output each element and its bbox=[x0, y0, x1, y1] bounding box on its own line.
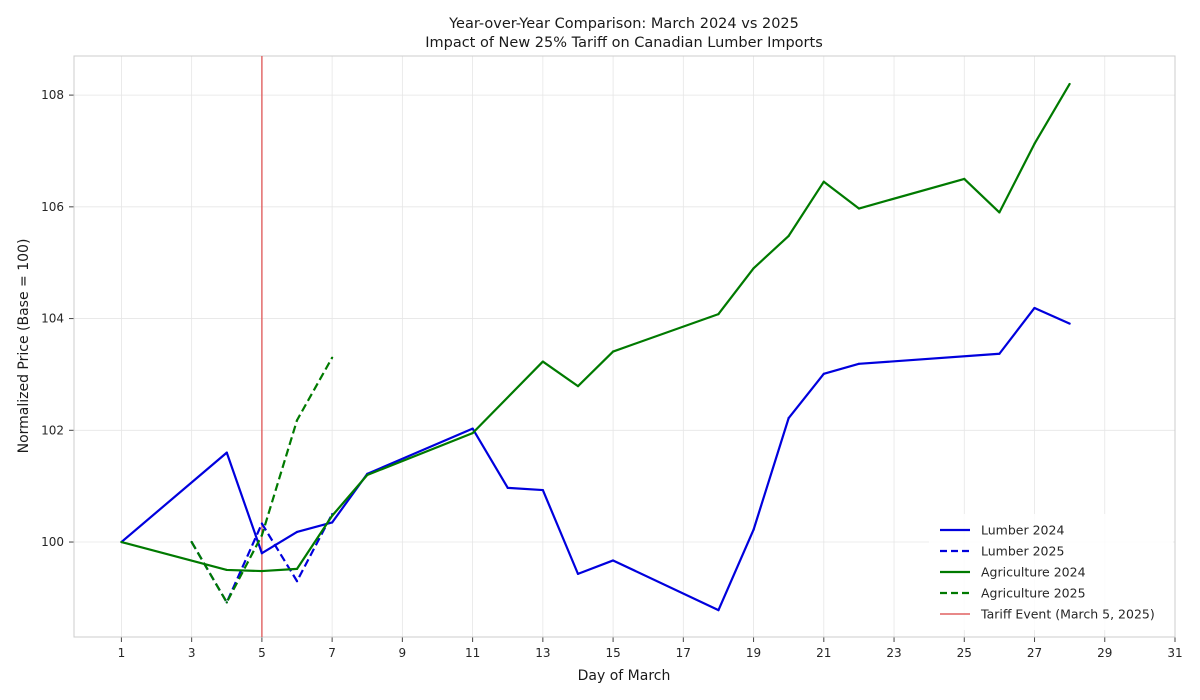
data-point-lumber-2024 bbox=[717, 609, 720, 612]
data-point-agriculture-2024 bbox=[260, 569, 263, 573]
chart-title: Year-over-Year Comparison: March 2024 vs… bbox=[448, 16, 799, 32]
data-point-agriculture-2024 bbox=[1033, 142, 1036, 145]
data-point-lumber-2024 bbox=[225, 451, 228, 454]
data-point-agriculture-2024 bbox=[295, 567, 299, 570]
data-point-lumber-2024 bbox=[331, 521, 334, 524]
y-tick-label: 108 bbox=[41, 88, 64, 102]
data-point-lumber-2024 bbox=[1033, 306, 1036, 310]
legend-label-agriculture-2025: Agriculture 2025 bbox=[981, 586, 1086, 601]
y-axis-label: Normalized Price (Base = 100) bbox=[16, 239, 32, 454]
data-point-agriculture-2025 bbox=[190, 540, 193, 544]
x-tick-label: 17 bbox=[676, 646, 691, 660]
data-point-lumber-2025 bbox=[260, 522, 263, 525]
data-point-agriculture-2024 bbox=[998, 211, 1001, 214]
x-tick-label: 1 bbox=[118, 646, 126, 660]
data-point-agriculture-2024 bbox=[822, 180, 825, 183]
axes-layer: 1 3 5 7 9 11 13 15 17 19 21 23 25 27 29 311001021041061… bbox=[41, 55, 1183, 660]
data-point-lumber-2024 bbox=[857, 362, 861, 365]
x-tick-label: 21 bbox=[816, 646, 831, 660]
data-point-lumber-2024 bbox=[752, 528, 755, 531]
x-tick-label: 9 bbox=[399, 646, 407, 660]
data-point-lumber-2024 bbox=[611, 559, 615, 562]
data-point-agriculture-2025 bbox=[331, 356, 334, 359]
x-tick-label: 15 bbox=[605, 646, 620, 660]
data-point-agriculture-2025 bbox=[260, 534, 263, 537]
data-point-lumber-2024 bbox=[295, 530, 299, 534]
x-tick-label: 11 bbox=[465, 646, 480, 660]
x-tick-label: 27 bbox=[1027, 646, 1042, 660]
data-point-lumber-2024 bbox=[471, 427, 474, 430]
data-point-agriculture-2024 bbox=[963, 177, 966, 181]
data-point-lumber-2024 bbox=[787, 416, 790, 420]
x-tick-label: 31 bbox=[1167, 646, 1182, 660]
data-point-agriculture-2025 bbox=[225, 601, 228, 604]
legend-label-lumber-2024: Lumber 2024 bbox=[981, 523, 1064, 538]
plot-frame bbox=[73, 55, 1176, 638]
data-point-lumber-2024 bbox=[1068, 322, 1071, 325]
data-point-lumber-2025 bbox=[295, 580, 299, 583]
data-point-agriculture-2024 bbox=[717, 312, 720, 316]
series-layer bbox=[120, 82, 1071, 612]
y-tick-label: 102 bbox=[41, 423, 64, 437]
data-point-agriculture-2024 bbox=[541, 360, 544, 363]
data-point-agriculture-2024 bbox=[752, 267, 755, 270]
data-point-lumber-2024 bbox=[506, 486, 509, 489]
x-tick-label: 29 bbox=[1097, 646, 1112, 660]
y-tick-label: 104 bbox=[41, 312, 64, 326]
x-tick-label: 3 bbox=[188, 646, 196, 660]
x-tick-label: 25 bbox=[957, 646, 972, 660]
data-point-lumber-2024 bbox=[822, 372, 825, 375]
x-tick-label: 7 bbox=[328, 646, 336, 660]
x-tick-label: 19 bbox=[746, 646, 761, 660]
titles-layer: Year-over-Year Comparison: March 2024 vs… bbox=[16, 16, 823, 684]
data-point-agriculture-2024 bbox=[1068, 82, 1071, 86]
data-point-agriculture-2024 bbox=[225, 568, 228, 572]
data-point-agriculture-2024 bbox=[471, 431, 474, 435]
legend: Lumber 2024 Lumber 2025 Agriculture 2024 Ag… bbox=[929, 514, 1173, 630]
legend-label-lumber-2025: Lumber 2025 bbox=[981, 544, 1064, 559]
data-point-agriculture-2024 bbox=[576, 385, 580, 388]
x-tick-label: 13 bbox=[535, 646, 550, 660]
x-axis-label: Day of March bbox=[578, 668, 671, 684]
data-point-agriculture-2024 bbox=[331, 514, 334, 517]
data-point-lumber-2024 bbox=[541, 488, 544, 492]
data-point-agriculture-2024 bbox=[787, 234, 790, 237]
data-point-lumber-2024 bbox=[998, 352, 1001, 355]
data-point-lumber-2024 bbox=[260, 552, 263, 555]
x-tick-label: 23 bbox=[886, 646, 901, 660]
legend-label-tariff-event-march-5-2025: Tariff Event (March 5, 2025) bbox=[980, 607, 1155, 622]
y-tick-label: 106 bbox=[41, 200, 64, 214]
data-point-agriculture-2024 bbox=[366, 473, 369, 477]
data-point-agriculture-2024 bbox=[120, 540, 123, 544]
data-point-agriculture-2024 bbox=[611, 350, 615, 353]
data-point-lumber-2024 bbox=[576, 572, 580, 575]
data-point-agriculture-2025 bbox=[295, 419, 299, 422]
legend-label-agriculture-2024: Agriculture 2024 bbox=[981, 565, 1086, 580]
y-tick-label: 100 bbox=[41, 535, 64, 549]
chart-subtitle: Impact of New 25% Tariff on Canadian Lum… bbox=[425, 35, 823, 51]
data-point-agriculture-2024 bbox=[857, 207, 861, 210]
x-tick-label: 5 bbox=[258, 646, 266, 660]
